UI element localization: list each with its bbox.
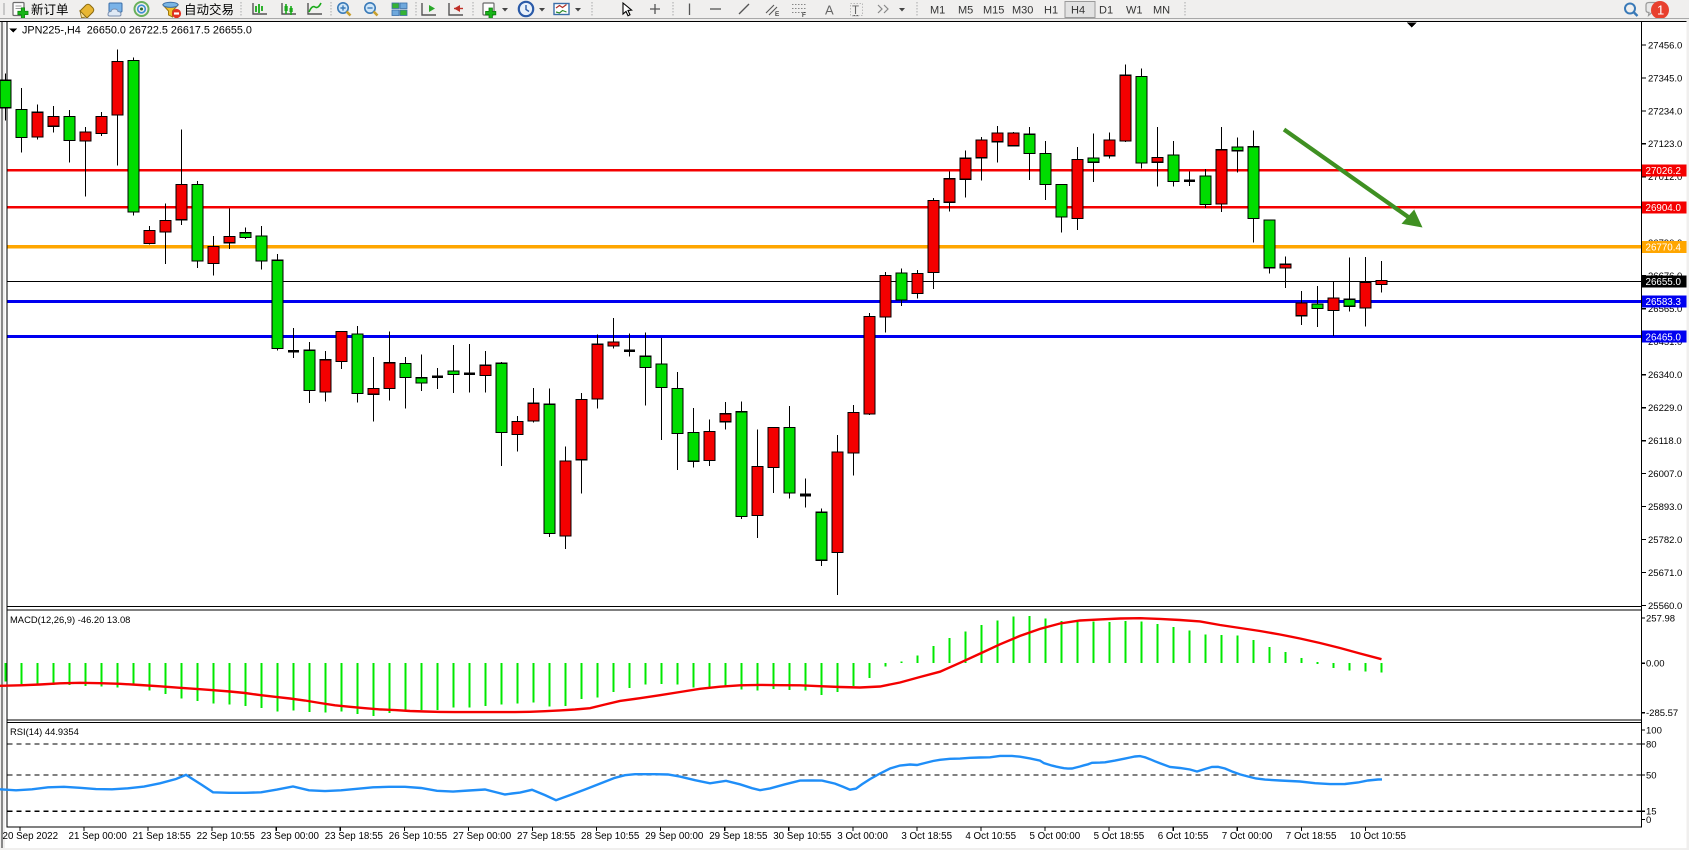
- svg-text:RSI(14) 44.9354: RSI(14) 44.9354: [10, 726, 79, 737]
- svg-text:MACD(12,26,9) -46.20 13.08: MACD(12,26,9) -46.20 13.08: [10, 614, 130, 625]
- svg-text:0: 0: [1646, 815, 1651, 826]
- svg-text:27123.0: 27123.0: [1648, 139, 1682, 150]
- svg-text:26340.0: 26340.0: [1648, 370, 1682, 381]
- svg-text:21 Sep 00:00: 21 Sep 00:00: [69, 831, 128, 842]
- svg-text:22 Sep 10:55: 22 Sep 10:55: [197, 831, 256, 842]
- svg-text:F: F: [802, 12, 806, 19]
- svg-text:0.00: 0.00: [1646, 659, 1665, 670]
- svg-text:6 Oct 10:55: 6 Oct 10:55: [1158, 831, 1209, 842]
- svg-text:H1: H1: [1044, 5, 1058, 17]
- svg-text:W1: W1: [1126, 5, 1143, 17]
- svg-text:5 Oct 18:55: 5 Oct 18:55: [1094, 831, 1145, 842]
- svg-text:25671.0: 25671.0: [1648, 568, 1682, 579]
- svg-text:7 Oct 18:55: 7 Oct 18:55: [1286, 831, 1337, 842]
- svg-text:25893.0: 25893.0: [1648, 502, 1682, 513]
- svg-text:29 Sep 18:55: 29 Sep 18:55: [709, 831, 768, 842]
- svg-text:26583.3: 26583.3: [1646, 297, 1682, 308]
- svg-text:28 Sep 10:55: 28 Sep 10:55: [581, 831, 640, 842]
- svg-text:26655.0: 26655.0: [1646, 277, 1682, 288]
- svg-text:27026.2: 27026.2: [1646, 166, 1681, 177]
- svg-text:自动交易: 自动交易: [184, 2, 234, 17]
- svg-text:27012.0: 27012.0: [1648, 172, 1682, 183]
- svg-text:29 Sep 00:00: 29 Sep 00:00: [645, 831, 704, 842]
- svg-text:E: E: [775, 11, 780, 18]
- svg-text:27345.0: 27345.0: [1648, 73, 1682, 84]
- svg-text:100: 100: [1646, 726, 1662, 737]
- svg-text:A: A: [825, 3, 834, 18]
- svg-text:D1: D1: [1099, 5, 1113, 17]
- svg-text:27 Sep 00:00: 27 Sep 00:00: [453, 831, 512, 842]
- svg-text:80: 80: [1646, 739, 1657, 750]
- svg-text:T: T: [852, 5, 859, 17]
- svg-text:21 Sep 18:55: 21 Sep 18:55: [133, 831, 192, 842]
- svg-text:M15: M15: [983, 5, 1004, 17]
- svg-text:26 Sep 10:55: 26 Sep 10:55: [389, 831, 448, 842]
- svg-text:50: 50: [1646, 771, 1657, 782]
- svg-text:26770.4: 26770.4: [1646, 242, 1682, 253]
- svg-text:7 Oct 00:00: 7 Oct 00:00: [1222, 831, 1273, 842]
- svg-text:JPN225-,H4 26650.0 26722.5 26: JPN225-,H4 26650.0 26722.5 26617.5 26655…: [22, 25, 252, 37]
- svg-text:27 Sep 18:55: 27 Sep 18:55: [517, 831, 576, 842]
- svg-text:26118.0: 26118.0: [1648, 436, 1682, 447]
- svg-text:26565.0: 26565.0: [1648, 304, 1682, 315]
- svg-text:26229.0: 26229.0: [1648, 403, 1682, 414]
- svg-text:3 Oct 18:55: 3 Oct 18:55: [901, 831, 952, 842]
- svg-text:15: 15: [1646, 807, 1657, 818]
- svg-text:M1: M1: [930, 5, 945, 17]
- svg-text:30 Sep 10:55: 30 Sep 10:55: [773, 831, 832, 842]
- svg-text:M30: M30: [1012, 5, 1033, 17]
- svg-text:25782.0: 25782.0: [1648, 535, 1682, 546]
- svg-text:M5: M5: [958, 5, 973, 17]
- svg-text:-285.57: -285.57: [1646, 708, 1678, 719]
- svg-text:H4: H4: [1071, 5, 1085, 17]
- svg-text:23 Sep 00:00: 23 Sep 00:00: [261, 831, 320, 842]
- svg-text:4 Oct 10:55: 4 Oct 10:55: [965, 831, 1016, 842]
- svg-text:26465.0: 26465.0: [1646, 332, 1682, 343]
- svg-text:26007.0: 26007.0: [1648, 469, 1682, 480]
- svg-text:27456.0: 27456.0: [1648, 40, 1682, 51]
- svg-text:1: 1: [1657, 3, 1664, 18]
- svg-text:20 Sep 2022: 20 Sep 2022: [3, 831, 59, 842]
- svg-text:3 Oct 00:00: 3 Oct 00:00: [837, 831, 888, 842]
- svg-text:MN: MN: [1153, 5, 1170, 17]
- svg-text:新订单: 新订单: [31, 2, 69, 17]
- svg-text:25560.0: 25560.0: [1648, 601, 1682, 612]
- svg-text:5 Oct 00:00: 5 Oct 00:00: [1030, 831, 1081, 842]
- svg-text:10 Oct 10:55: 10 Oct 10:55: [1350, 831, 1407, 842]
- svg-text:257.98: 257.98: [1646, 613, 1675, 624]
- svg-text:26904.0: 26904.0: [1646, 203, 1682, 214]
- svg-text:27234.0: 27234.0: [1648, 106, 1682, 117]
- svg-text:23 Sep 18:55: 23 Sep 18:55: [325, 831, 384, 842]
